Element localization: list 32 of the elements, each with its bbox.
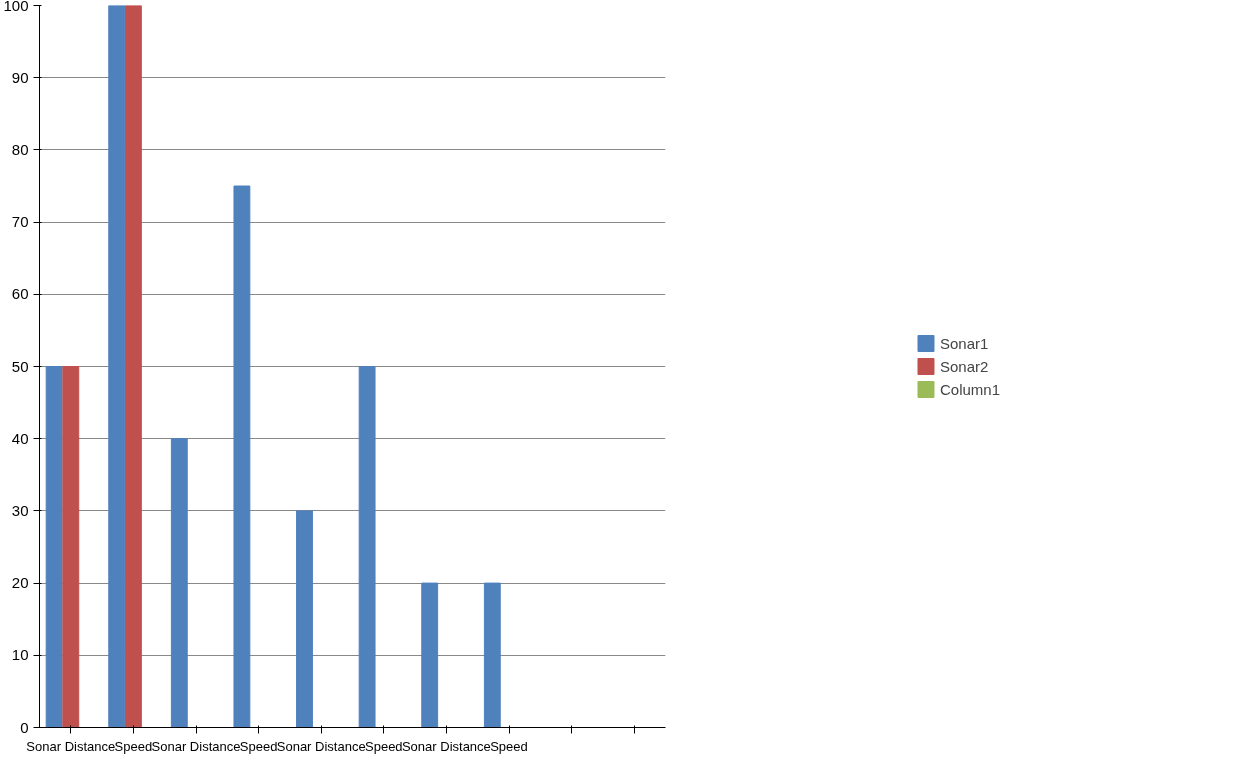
y-tick-label: 100: [3, 0, 29, 14]
bar: [45, 366, 63, 728]
y-tick-label: 70: [11, 213, 29, 231]
y-tick-label: 0: [20, 718, 29, 736]
x-tick-label: Sonar Distance: [401, 738, 491, 754]
x-tick-label: Speed: [365, 738, 403, 754]
bar: [296, 510, 313, 728]
x-tick-label: Speed: [114, 738, 153, 754]
legend-label: Column1: [939, 380, 1001, 398]
x-tick-label: Speed: [490, 738, 528, 754]
bar: [108, 5, 126, 728]
y-tick-label: 50: [11, 357, 29, 375]
bar: [62, 366, 80, 728]
x-tick-label: Sonar Distance: [26, 738, 116, 754]
bar: [421, 582, 439, 728]
y-tick-label: 10: [11, 646, 29, 664]
legend-label: Sonar1: [939, 334, 989, 352]
y-tick-label: 20: [11, 574, 29, 592]
y-tick-label: 80: [11, 140, 29, 158]
x-tick-label: Speed: [239, 738, 278, 754]
bar: [170, 438, 188, 728]
bar: [358, 366, 376, 728]
y-tick-label: 30: [11, 501, 29, 519]
x-tick-label: Sonar Distance: [276, 738, 366, 754]
bar: [233, 185, 251, 728]
x-tick-label: Sonar Distance: [151, 738, 241, 754]
y-tick-label: 90: [11, 68, 29, 86]
bar: [483, 582, 501, 728]
y-tick-label: 40: [11, 429, 29, 447]
y-tick-label: 60: [11, 285, 29, 303]
bar: [124, 5, 142, 728]
legend-label: Sonar2: [939, 357, 989, 375]
